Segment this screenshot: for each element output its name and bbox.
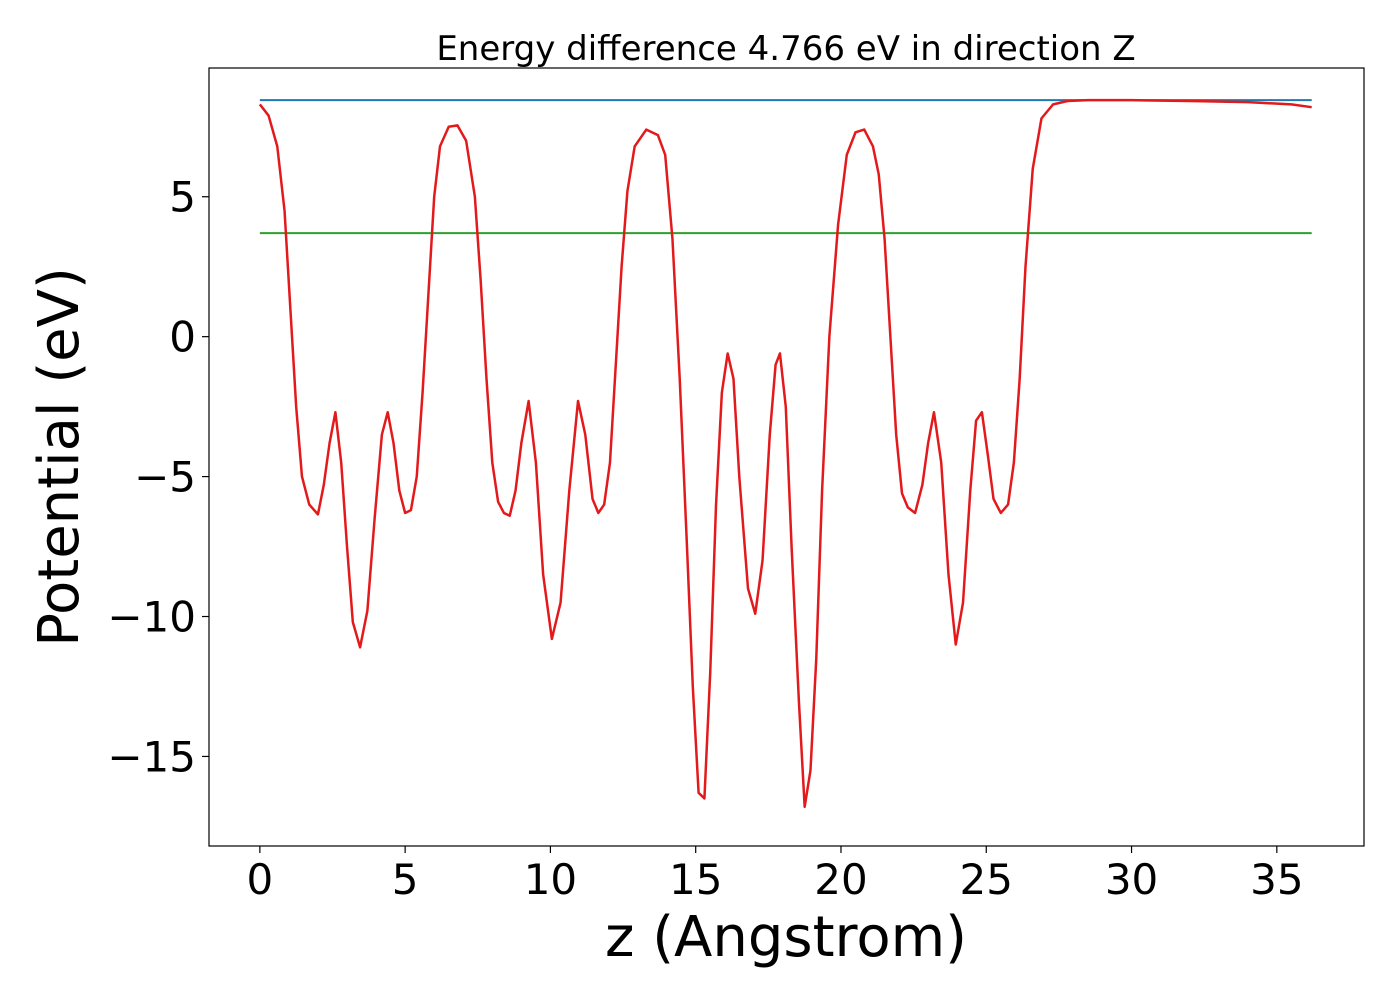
x-tick-label: 35 xyxy=(1250,855,1303,904)
y-tick-label: −10 xyxy=(107,593,196,642)
plot-frame xyxy=(208,67,1365,847)
y-tick-label: 5 xyxy=(169,173,196,222)
y-tick-label: 0 xyxy=(169,313,196,362)
x-tick-label: 15 xyxy=(669,855,722,904)
x-tick-label: 20 xyxy=(814,855,867,904)
y-tick-label: −5 xyxy=(134,453,196,502)
x-tick-label: 5 xyxy=(392,855,419,904)
x-axis-label: z (Angstrom) xyxy=(605,905,967,970)
chart-title: Energy difference 4.766 eV in direction … xyxy=(436,29,1135,69)
x-tick-label: 30 xyxy=(1105,855,1158,904)
y-axis: 5 0 −5 −10 −15 xyxy=(107,173,209,781)
series-line-planar-averaged-potential xyxy=(258,98,1312,809)
x-tick-label: 25 xyxy=(960,855,1013,904)
y-axis-label: Potential (eV) xyxy=(27,267,92,647)
y-tick-label: −15 xyxy=(107,732,196,781)
series-layer xyxy=(258,98,1312,809)
plot-area xyxy=(209,68,1364,846)
x-tick-label: 0 xyxy=(246,855,273,904)
x-axis: 0 5 10 15 20 25 30 35 xyxy=(246,846,1304,904)
x-tick-label: 10 xyxy=(524,855,577,904)
